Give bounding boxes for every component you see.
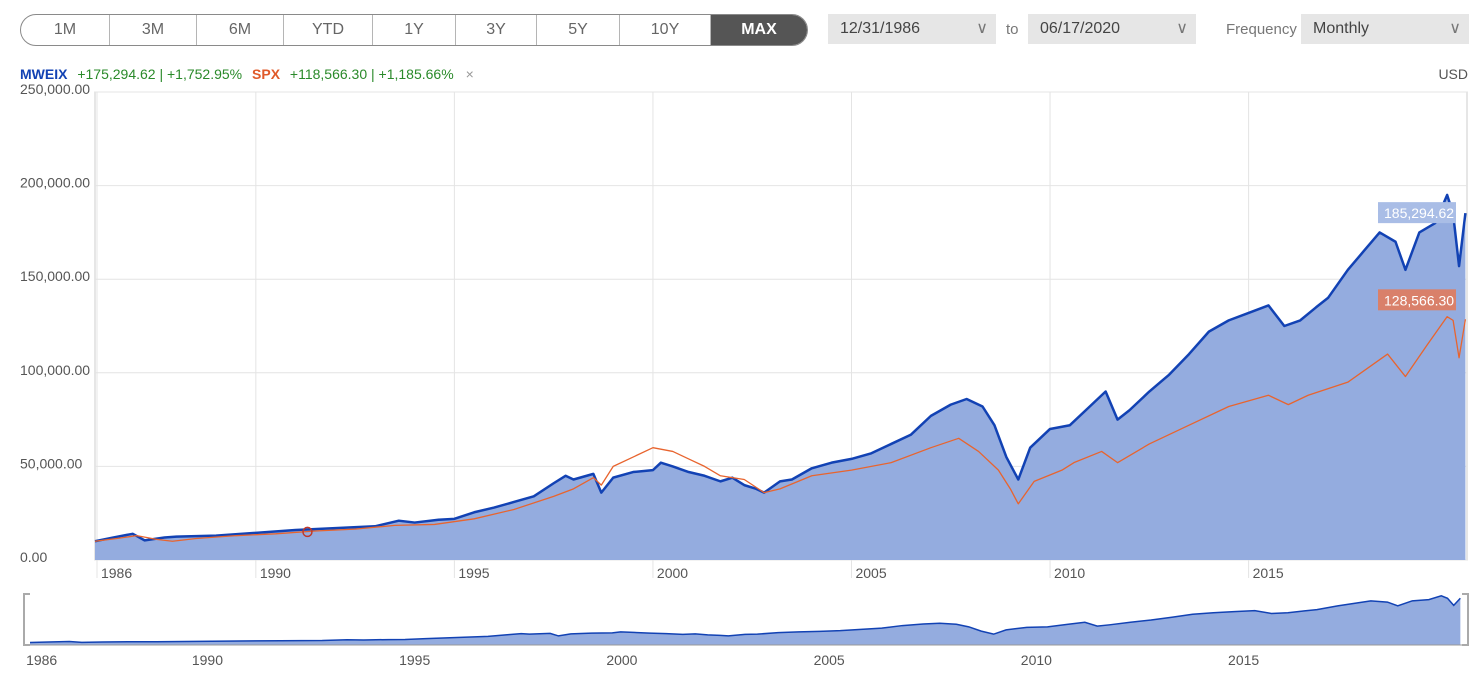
chevron-down-icon: ∨ xyxy=(1176,20,1188,37)
period-button-1y[interactable]: 1Y xyxy=(373,15,456,45)
mweix-end-label-bg xyxy=(1378,202,1456,224)
period-selector: 1M 3M 6M YTD 1Y 3Y 5Y 10Y MAX xyxy=(20,14,808,46)
chart-legend: MWEIX +175,294.62 | +1,752.95% SPX +118,… xyxy=(20,66,474,82)
x-tick-label: 1990 xyxy=(260,565,291,581)
legend-mweix-name[interactable]: MWEIX xyxy=(20,66,68,82)
period-button-10y[interactable]: 10Y xyxy=(620,15,711,45)
x-tick-label: 2000 xyxy=(657,565,688,581)
x-tick-label: 2010 xyxy=(1054,565,1085,581)
navigator-area xyxy=(30,595,1461,645)
chevron-down-icon: ∨ xyxy=(976,20,988,37)
navigator-tick-label: 1990 xyxy=(192,652,223,668)
currency-label: USD xyxy=(1438,66,1468,82)
period-button-3y[interactable]: 3Y xyxy=(456,15,537,45)
navigator-tick-label: 1995 xyxy=(399,652,430,668)
period-button-ytd[interactable]: YTD xyxy=(284,15,373,45)
navigator-tick-label: 2005 xyxy=(814,652,845,668)
period-button-3m[interactable]: 3M xyxy=(110,15,197,45)
frequency-label: Frequency xyxy=(1226,21,1297,38)
date-from-dropdown[interactable]: 12/31/1986 ∨ xyxy=(828,14,996,44)
x-tick-label: 1986 xyxy=(101,565,132,581)
y-tick-label: 250,000.00 xyxy=(20,81,90,97)
legend-spx-change: +118,566.30 | +1,185.66% xyxy=(289,66,454,82)
legend-mweix-change: +175,294.62 | +1,752.95% xyxy=(77,66,243,82)
navigator-tick-label: 1986 xyxy=(26,652,57,668)
date-from-value: 12/31/1986 xyxy=(840,20,921,37)
y-tick-label: 200,000.00 xyxy=(20,175,90,191)
event-marker[interactable] xyxy=(302,526,313,538)
spx-line[interactable] xyxy=(94,315,1467,542)
close-icon[interactable]: × xyxy=(465,66,474,82)
spx-end-label-bg xyxy=(1378,289,1456,311)
x-tick-label: 2005 xyxy=(855,565,886,581)
mweix-line[interactable] xyxy=(94,193,1467,543)
frequency-value: Monthly xyxy=(1313,20,1370,37)
spx-end-label: 128,566.30 xyxy=(1384,292,1454,308)
y-tick-label: 150,000.00 xyxy=(20,268,90,284)
legend-spx-name[interactable]: SPX xyxy=(252,66,281,82)
navigator-right-handle[interactable] xyxy=(1462,593,1469,646)
period-button-5y[interactable]: 5Y xyxy=(537,15,620,45)
navigator-tick-label: 2010 xyxy=(1021,652,1052,668)
chevron-down-icon: ∨ xyxy=(1449,20,1461,37)
period-button-max[interactable]: MAX xyxy=(711,15,807,45)
navigator-line xyxy=(29,594,1461,644)
x-tick-label: 1995 xyxy=(458,565,489,581)
y-tick-label: 50,000.00 xyxy=(20,455,82,471)
frequency-dropdown[interactable]: Monthly ∨ xyxy=(1301,14,1469,44)
y-tick-label: 100,000.00 xyxy=(20,362,90,378)
to-label: to xyxy=(1006,21,1019,38)
mweix-end-label: 185,294.62 xyxy=(1384,205,1454,221)
mweix-area xyxy=(95,194,1466,560)
date-to-dropdown[interactable]: 06/17/2020 ∨ xyxy=(1028,14,1196,44)
x-tick-label: 2015 xyxy=(1253,565,1284,581)
y-tick-label: 0.00 xyxy=(20,549,47,565)
period-button-6m[interactable]: 6M xyxy=(197,15,284,45)
navigator-tick-label: 2000 xyxy=(606,652,637,668)
period-button-1m[interactable]: 1M xyxy=(21,15,110,45)
navigator-left-handle[interactable] xyxy=(23,593,30,646)
date-to-value: 06/17/2020 xyxy=(1040,20,1121,37)
navigator-tick-label: 2015 xyxy=(1228,652,1259,668)
